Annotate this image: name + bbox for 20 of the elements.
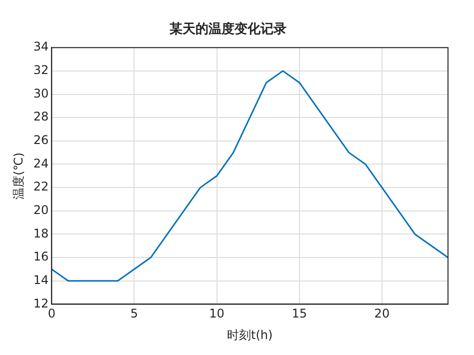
y-tick-label: 32 — [33, 63, 49, 78]
x-tick-label: 5 — [130, 306, 138, 321]
y-tick-label: 30 — [33, 86, 49, 100]
chart-title: 某天的温度变化记录 — [168, 21, 286, 38]
y-tick-label: 22 — [33, 180, 49, 194]
y-tick-label: 34 — [33, 40, 49, 54]
y-axis-title: 温度(℃) — [11, 152, 26, 200]
x-tick-label: 0 — [48, 306, 56, 321]
y-tick-label: 12 — [33, 296, 49, 310]
x-tick-label: 15 — [292, 306, 308, 321]
y-tick-label: 28 — [33, 110, 49, 124]
y-tick-label: 16 — [33, 250, 49, 264]
x-axis-title: 时刻t(h) — [226, 328, 273, 342]
y-tick-label: 26 — [33, 133, 49, 148]
y-tick-label: 20 — [33, 203, 49, 218]
x-tick-label: 20 — [374, 306, 390, 321]
x-tick-label: 10 — [209, 306, 224, 321]
y-tick-label: 24 — [33, 156, 49, 170]
y-tick-label: 14 — [33, 273, 49, 287]
y-tick-label: 18 — [33, 226, 49, 240]
